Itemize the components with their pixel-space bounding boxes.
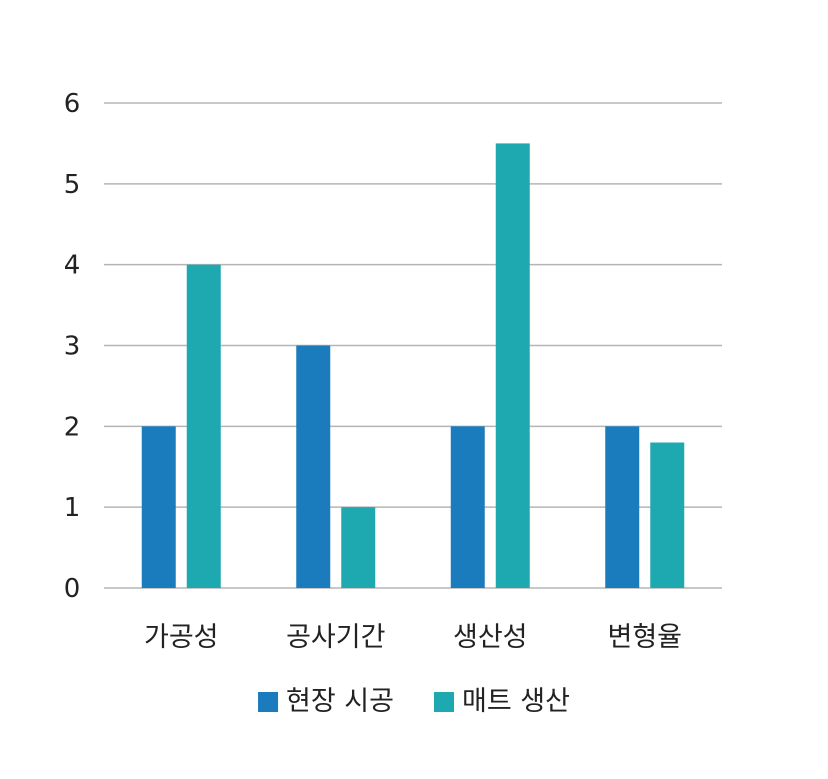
bar-0-0 xyxy=(141,426,176,588)
y-tick-label: 3 xyxy=(64,332,81,362)
y-tick-label: 6 xyxy=(64,89,81,119)
bars xyxy=(141,143,685,588)
bar-2-1 xyxy=(495,143,530,588)
y-tick-label: 4 xyxy=(64,251,81,281)
legend-label: 매트 생산 xyxy=(462,686,570,717)
legend: 현장 시공 매트 생산 xyxy=(258,686,570,717)
bar-0-1 xyxy=(186,264,221,588)
bar-1-0 xyxy=(296,345,331,588)
bar-3-0 xyxy=(605,426,640,588)
category-label: 변형율 xyxy=(607,622,682,653)
legend-item-1: 매트 생산 xyxy=(434,686,570,717)
bar-2-0 xyxy=(450,426,485,588)
category-label: 생산성 xyxy=(453,622,528,653)
legend-item-0: 현장 시공 xyxy=(258,686,394,717)
legend-swatch xyxy=(434,692,454,712)
legend-label: 현장 시공 xyxy=(286,686,394,717)
y-tick-label: 5 xyxy=(64,170,81,200)
category-label: 공사기간 xyxy=(286,622,385,653)
y-axis-tick-labels: 0 1 2 3 4 5 6 xyxy=(64,89,81,604)
bar-1-1 xyxy=(341,507,376,588)
y-tick-label: 2 xyxy=(64,412,81,442)
x-axis-category-labels: 가공성 공사기간 생산성 변형율 xyxy=(144,622,682,653)
legend-swatch xyxy=(258,692,279,712)
bar-3-1 xyxy=(650,442,685,588)
category-label: 가공성 xyxy=(144,622,219,653)
y-tick-label: 1 xyxy=(64,493,81,523)
y-tick-label: 0 xyxy=(64,574,81,604)
